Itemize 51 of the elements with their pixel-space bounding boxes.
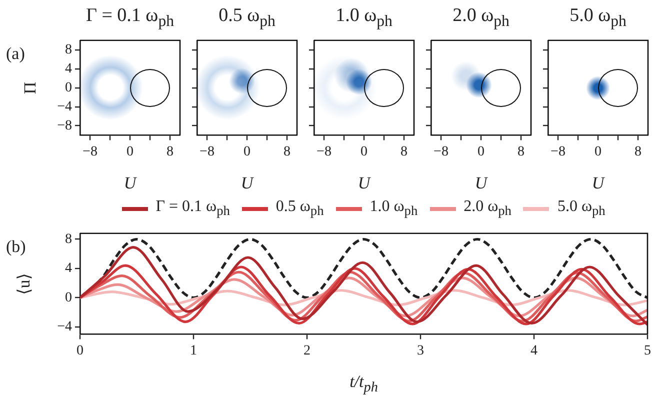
y-axis-title: ⟨u⟩: [14, 272, 34, 295]
x-tick-label: −8: [200, 144, 214, 160]
x-tick-label: −8: [316, 144, 332, 160]
x-tick-label: 0: [478, 144, 484, 160]
x-axis-title: U: [474, 174, 488, 192]
x-tick-label: 8: [400, 144, 408, 160]
legend-label: Γ = 0.1 ω$_{ph}$: [156, 198, 230, 220]
x-tick-label: 0: [76, 343, 84, 358]
chart-title: 1.0 ω$_{ph}$: [336, 5, 392, 30]
y-tick-label: −8: [57, 118, 72, 134]
y-tick-label: −4: [57, 320, 72, 335]
chart-title: 5.0 ω$_{ph}$: [570, 5, 626, 30]
legend-label: 5.0 ω$_{ph}$: [557, 198, 606, 220]
x-axis-title: U: [240, 174, 254, 192]
x-tick-label: 5: [644, 343, 651, 358]
y-tick-label: 8: [65, 232, 72, 247]
legend-label: 0.5 ω$_{ph}$: [276, 198, 324, 220]
y-tick-label: 4: [65, 261, 72, 276]
x-tick-label: 2: [304, 343, 310, 358]
x-tick-label: −8: [82, 144, 98, 160]
x-tick-label: 0: [126, 144, 134, 160]
x-tick-label: −8: [550, 144, 566, 160]
y-axis-title: Π: [20, 82, 40, 94]
x-tick-label: 0: [360, 144, 368, 160]
y-tick-label: −4: [57, 99, 72, 114]
x-tick-label: 4: [530, 343, 538, 358]
x-axis-title: U: [592, 174, 604, 192]
chart-title: 0.5 ω$_{ph}$: [218, 5, 276, 30]
y-tick-label: 8: [65, 42, 72, 58]
x-axis-title: U: [124, 174, 136, 192]
x-tick-label: 3: [417, 343, 424, 358]
y-tick-label: 4: [65, 62, 72, 77]
x-tick-label: 8: [166, 144, 174, 160]
x-axis-title: U: [358, 174, 370, 192]
x-tick-label: 8: [518, 144, 524, 160]
x-tick-label: −8: [434, 144, 448, 160]
y-tick-label: 0: [65, 290, 72, 306]
line-series: [80, 246, 648, 326]
x-tick-label: 8: [284, 144, 290, 160]
legend-label: 1.0 ω$_{ph}$: [370, 198, 418, 220]
x-tick-label: 0: [594, 144, 602, 160]
text: (b): [6, 237, 26, 256]
legend-label: 2.0 ω$_{ph}$: [464, 198, 512, 220]
x-tick-label: 1: [190, 343, 197, 358]
x-axis-title: t/t$_{ph}$: [350, 372, 378, 396]
chart-title: 2.0 ω$_{ph}$: [452, 5, 510, 30]
x-tick-label: 0: [244, 144, 250, 160]
chart-title: Γ = 0.1 ω$_{ph}$: [86, 5, 174, 30]
y-tick-label: 0: [65, 80, 72, 96]
text: (a): [6, 44, 25, 64]
x-tick-label: 8: [634, 144, 642, 160]
